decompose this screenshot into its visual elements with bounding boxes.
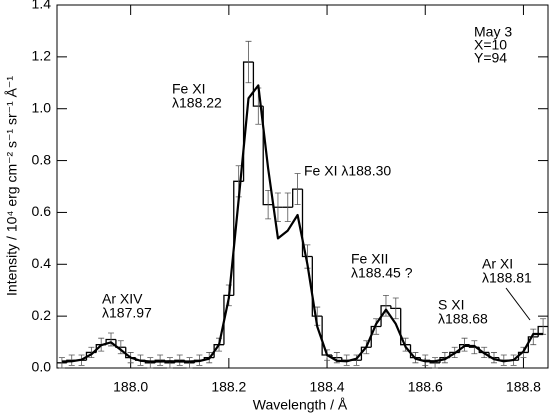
histogram-step (292, 188, 303, 208)
error-bar (176, 354, 183, 366)
y-tick-label: 0.0 (32, 359, 52, 375)
x-axis-label: Wavelength / Å (253, 397, 348, 413)
annotation: S XI (438, 297, 464, 313)
x-tick-label: 188.2 (211, 379, 246, 395)
histogram-step (400, 308, 411, 346)
histogram-step (301, 189, 313, 258)
histogram-step (380, 305, 391, 327)
x-tick-label: 188.8 (506, 379, 541, 395)
histogram-step (390, 305, 401, 310)
annotation: λ188.22 (172, 95, 222, 111)
annotation: λ188.68 (438, 311, 488, 327)
annotation: λ188.81 (482, 270, 532, 286)
annotation: λ188.45 ? (351, 265, 413, 281)
error-bar (461, 337, 468, 352)
histogram-step (311, 256, 323, 317)
error-bar (294, 173, 301, 206)
y-tick-label: 1.2 (32, 48, 52, 64)
x-tick-label: 188.0 (113, 379, 148, 395)
annotation: Fe XI (172, 81, 205, 97)
error-bar (186, 357, 193, 369)
histogram-step (409, 344, 421, 359)
error-bar (157, 354, 164, 366)
y-tick-label: 0.4 (32, 255, 52, 271)
annotation: May 3 (474, 24, 512, 40)
histogram-step (321, 316, 332, 356)
error-bar (108, 332, 115, 347)
annotation-pointer (505, 287, 531, 321)
histogram-step (370, 325, 382, 348)
histogram-step (527, 336, 539, 353)
error-bar (58, 357, 65, 369)
x-tick-label: 188.4 (310, 379, 345, 395)
error-bar (147, 357, 154, 369)
y-tick-label: 0.2 (32, 307, 52, 323)
histogram-step (488, 352, 499, 359)
annotation: Fe XII (351, 251, 388, 267)
x-tick-label: 188.6 (408, 379, 443, 395)
annotation: Y=94 (474, 50, 507, 66)
error-bar (88, 346, 95, 359)
y-tick-label: 0.8 (32, 151, 52, 167)
annotation: Ar XIV (102, 291, 143, 307)
annotation: Ar XI (482, 256, 513, 272)
fit-line (61, 84, 544, 363)
error-bar (432, 357, 439, 369)
y-tick-label: 0.6 (32, 203, 52, 219)
error-bar (117, 340, 124, 355)
error-bar (166, 357, 173, 369)
histogram-step (360, 346, 372, 361)
histogram-step (262, 106, 274, 206)
plot-frame (56, 4, 549, 369)
histogram-step (223, 294, 234, 345)
histogram-step (517, 351, 529, 361)
error-bar (245, 40, 252, 84)
error-bar (441, 352, 448, 364)
annotation: λ187.97 (102, 305, 152, 321)
y-tick-label: 1.4 (32, 0, 52, 12)
error-bar (392, 297, 399, 320)
y-axis-label: Intensity / 10⁴ erg cm⁻² s⁻¹ sr⁻¹ Å⁻¹ (4, 76, 20, 296)
y-tick-label: 1.0 (32, 99, 52, 115)
error-bar (382, 295, 389, 317)
error-bar (490, 352, 497, 364)
annotation: X=10 (474, 37, 507, 53)
annotation: Fe XI λ188.30 (304, 163, 391, 179)
error-bar (284, 192, 291, 222)
error-bar (530, 328, 537, 346)
